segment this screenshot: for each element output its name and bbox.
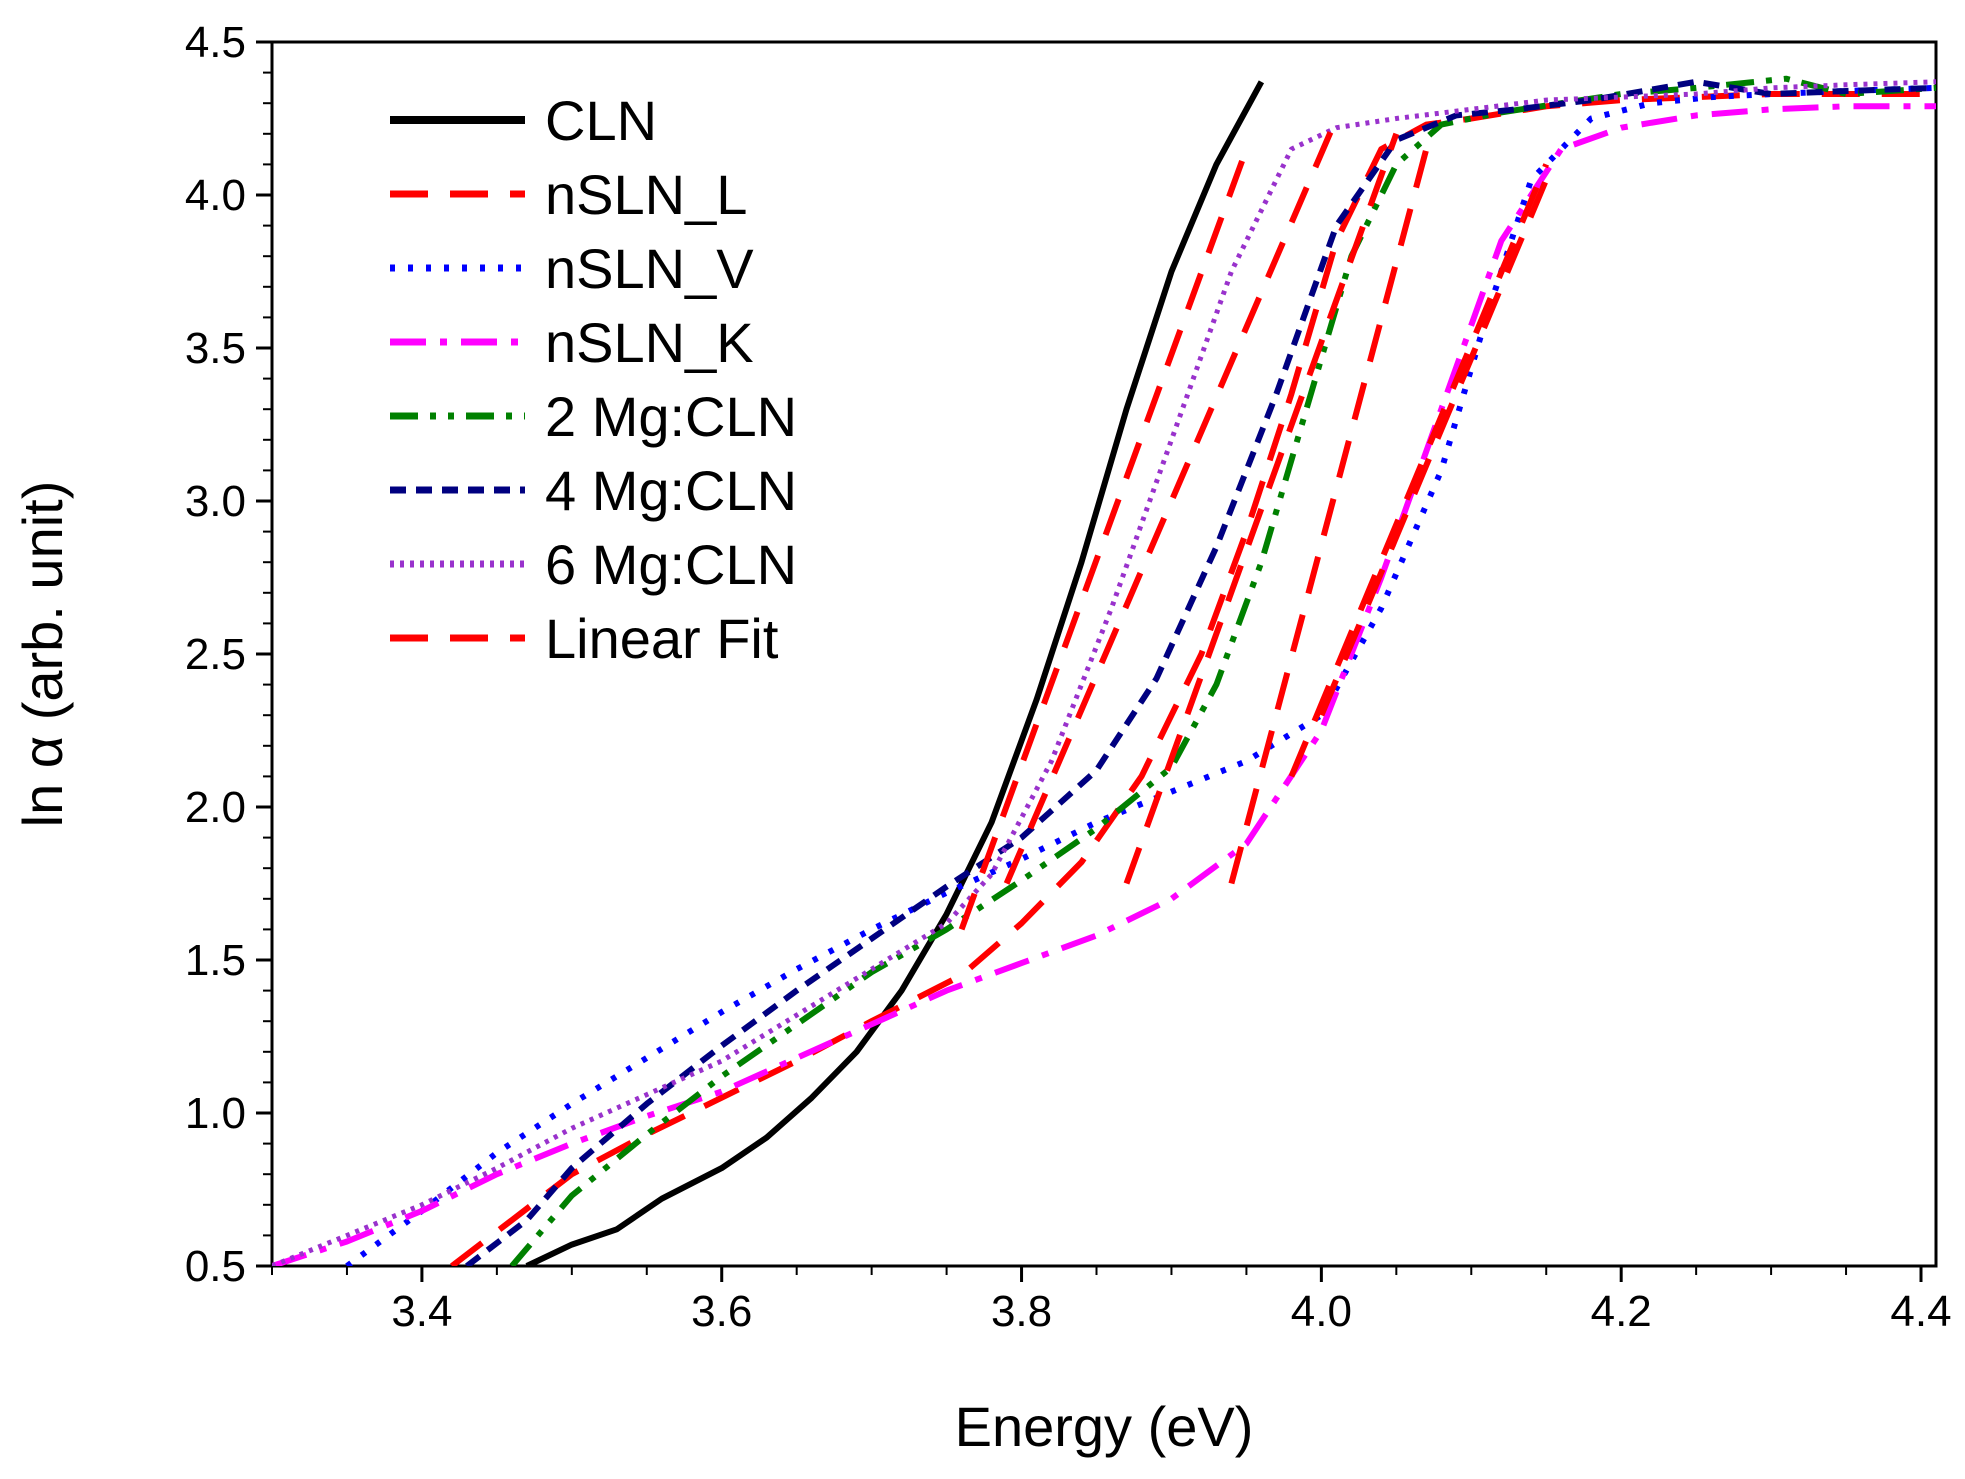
y-tick-label: 2.0 (185, 783, 246, 832)
legend-label: 2 Mg:CLN (545, 385, 797, 448)
legend-item-linear-fit: Linear Fit (390, 607, 779, 670)
x-tick-label: 3.4 (391, 1287, 452, 1336)
legend-label: nSLN_L (545, 163, 747, 226)
legend-item-6-mg-cln: 6 Mg:CLN (390, 533, 797, 596)
y-axis-title: ln α (arb. unit) (11, 481, 74, 828)
series-line-cln (525, 80, 1265, 1266)
axes: 3.4 3.6 3.8 4.0 4.2 4.4 0.5 1.0 1.5 2.0 2.5 3.0 3.5 4… (185, 18, 1952, 1336)
series-line-4-mg-cln (465, 78, 1936, 1266)
y-tick-label: 3.0 (185, 477, 246, 526)
y-tick-label: 0.5 (185, 1242, 246, 1291)
series-line-linear-fit (1318, 178, 1549, 717)
y-tick-label: 1.0 (185, 1089, 246, 1138)
series-line-linear-fit (1288, 163, 1549, 778)
legend-label: nSLN_K (545, 311, 754, 374)
legend-label: CLN (545, 89, 657, 152)
legend-label: 6 Mg:CLN (545, 533, 797, 596)
legend-item-2-mg-cln: 2 Mg:CLN (390, 385, 797, 448)
series-line-nsln-v (345, 84, 1936, 1266)
x-axis-title: Energy (eV) (955, 1395, 1254, 1458)
legend-item-nsln-k: nSLN_K (390, 311, 754, 374)
y-tick-label: 4.5 (185, 18, 246, 67)
series-line-6-mg-cln (272, 79, 1936, 1266)
series-line-linear-fit (1228, 148, 1430, 885)
legend-label: nSLN_V (545, 237, 754, 300)
x-tick-label: 3.6 (691, 1287, 752, 1336)
series-line-linear-fit (1123, 132, 1400, 885)
series-line-linear-fit (958, 148, 1250, 931)
legend-label: 4 Mg:CLN (545, 459, 797, 522)
x-tick-label: 4.2 (1591, 1287, 1652, 1336)
series-line-2-mg-cln (509, 75, 1936, 1266)
legend-item-nsln-v: nSLN_V (390, 237, 754, 300)
y-tick-label: 2.5 (185, 630, 246, 679)
legend: CLN nSLN_L nSLN_V nSLN_K 2 Mg:CLN 4 Mg:CLN 6 M… (390, 89, 797, 670)
legend-label: Linear Fit (545, 607, 779, 670)
y-tick-label: 3.5 (185, 324, 246, 373)
y-tick-label: 1.5 (185, 936, 246, 985)
x-tick-label: 3.8 (991, 1287, 1052, 1336)
x-tick-label: 4.0 (1291, 1287, 1352, 1336)
y-tick-label: 4.0 (185, 171, 246, 220)
series-layer (272, 75, 1936, 1266)
legend-item-4-mg-cln: 4 Mg:CLN (390, 459, 797, 522)
series-line-nsln-l (450, 91, 1936, 1266)
legend-item-cln: CLN (390, 89, 657, 152)
series-line-linear-fit (1003, 117, 1340, 885)
series-line-nsln-k (272, 103, 1936, 1266)
legend-item-nsln-l: nSLN_L (390, 163, 747, 226)
x-tick-label: 4.4 (1890, 1287, 1951, 1336)
